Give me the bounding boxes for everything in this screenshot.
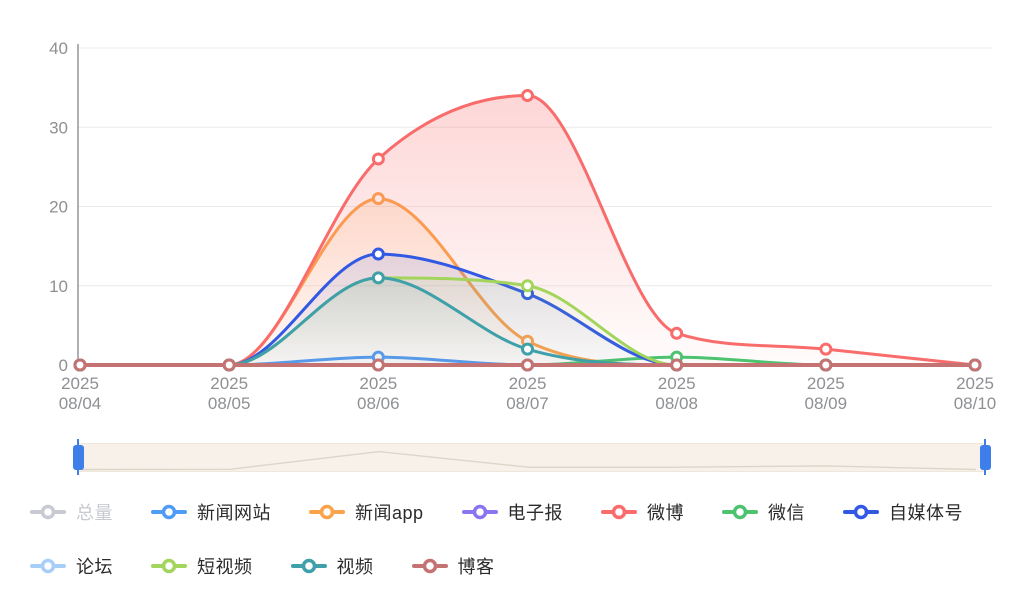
legend-item-video[interactable]: 视频 [290,551,374,581]
legend-item-total[interactable]: 总量 [30,497,113,527]
short-video-legend-marker-icon [151,558,187,574]
video-point-08/06[interactable] [371,271,385,285]
news-site-legend-marker-icon [151,504,187,520]
legend-item-news-app[interactable]: 新闻app [309,497,424,527]
legend-label-epaper: 电子报 [507,503,564,523]
x-tick-date-6: 08/10 [954,394,997,413]
y-tick-label-30: 30 [49,118,68,137]
legend-item-self-media[interactable]: 自媒体号 [843,497,963,527]
blog-point-08/08[interactable] [670,358,684,372]
line-chart: 010203040202508/04202508/05202508/062025… [49,39,997,413]
y-tick-label-0: 0 [59,356,68,375]
video-area [80,277,975,365]
x-tick-date-0: 08/04 [59,394,102,413]
blog-point-08/09[interactable] [819,358,833,372]
x-tick-year-6: 2025 [956,374,994,393]
legend-label-wechat: 微信 [768,503,806,523]
blog-point-08/05[interactable] [222,358,236,372]
datazoom-profile-line [80,450,977,471]
datazoom-slider[interactable] [73,439,991,475]
legend-label-blog: 博客 [457,557,495,577]
x-tick-year-4: 2025 [658,374,696,393]
y-tick-label-10: 10 [49,277,68,296]
legend-item-forum[interactable]: 论坛 [30,551,113,581]
legend-label-news-app: 新闻app [355,503,424,523]
blog-point-08/10[interactable] [968,358,982,372]
x-tick-year-3: 2025 [509,374,547,393]
x-tick-date-2: 08/06 [357,394,400,413]
weibo-point-08/07[interactable] [521,89,534,103]
video-legend-marker-icon [290,558,327,574]
legend-item-wechat[interactable]: 微信 [722,497,805,527]
weibo-point-08/08[interactable] [670,326,684,340]
datazoom-profile [80,450,977,471]
total-legend-marker-icon [30,504,66,520]
x-tick-date-5: 08/09 [805,394,848,413]
legend-item-epaper[interactable]: 电子报 [461,497,564,527]
self-media-point-08/06[interactable] [371,247,385,261]
legend-label-forum: 论坛 [76,557,113,577]
short-video-point-08/07[interactable] [521,279,534,293]
x-tick-year-0: 2025 [61,374,99,393]
x-tick-year-2: 2025 [359,374,397,393]
y-tick-label-40: 40 [49,39,68,58]
legend-item-news-site[interactable]: 新闻网站 [151,497,271,527]
legend-label-weibo: 微博 [647,503,685,523]
blog-legend-marker-icon [411,558,448,574]
weibo-area [80,95,975,366]
legend-label-video: 视频 [336,557,374,577]
x-tick-year-5: 2025 [807,374,845,393]
weibo-legend-marker-icon [601,504,638,520]
forum-legend-marker-icon [30,558,66,574]
weibo-point-08/06[interactable] [371,152,385,166]
datazoom-left-handle[interactable] [73,439,84,475]
video-point-08/07[interactable] [521,342,534,356]
legend-label-self-media: 自媒体号 [889,503,964,523]
blog-point-08/04[interactable] [73,358,87,372]
self-media-legend-marker-icon [843,504,880,520]
wechat-legend-marker-icon [722,504,759,520]
x-tick-date-1: 08/05 [208,394,251,413]
y-tick-label-20: 20 [49,198,68,217]
legend-item-weibo[interactable]: 微博 [601,497,684,527]
blog-point-08/07[interactable] [521,358,534,372]
blog-point-08/06[interactable] [371,358,385,372]
legend-item-short-video[interactable]: 短视频 [151,551,253,581]
x-tick-date-4: 08/08 [655,394,698,413]
datazoom-right-handle[interactable] [980,439,991,475]
epaper-legend-marker-icon [461,504,498,520]
legend: 总量 新闻网站 新闻app 电子报 微博 微信 自媒体号论坛 短视频 视频 博客 [30,497,1005,581]
x-tick-year-1: 2025 [210,374,248,393]
x-tick-date-3: 08/07 [506,394,549,413]
legend-item-blog[interactable]: 博客 [411,551,495,581]
legend-label-news-site: 新闻网站 [197,503,271,523]
weibo-point-08/09[interactable] [819,342,833,356]
news-app-legend-marker-icon [309,504,345,520]
legend-label-total: 总量 [76,503,113,523]
legend-label-short-video: 短视频 [197,557,253,577]
